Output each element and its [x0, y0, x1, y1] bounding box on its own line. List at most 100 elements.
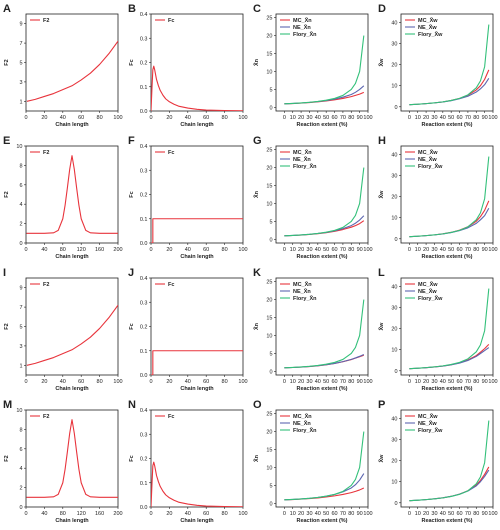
plot-frame	[25, 145, 119, 244]
x-tick-label: 30	[306, 115, 312, 121]
plot-frame	[150, 145, 244, 244]
x-tick-label: 70	[465, 247, 471, 253]
y-axis-label: F2	[4, 323, 10, 329]
panel-letter: I	[3, 267, 6, 279]
y-tick-label: 4	[19, 202, 22, 208]
x-tick-label: 80	[222, 247, 228, 253]
y-tick-label: 0.3	[140, 432, 148, 438]
panel-letter: A	[3, 3, 11, 15]
y-tick-label: 10	[391, 348, 397, 354]
x-tick-label: 80	[222, 379, 228, 385]
y-tick-label: 0.4	[140, 12, 148, 18]
x-tick-label: 0	[283, 115, 286, 121]
panel-letter: G	[253, 135, 262, 147]
y-axis-label: F2	[4, 191, 10, 197]
y-tick-label: 0.4	[140, 276, 148, 282]
x-tick-label: 10	[415, 115, 421, 121]
x-tick-label: 100	[363, 115, 372, 121]
y-tick-label: 0	[19, 505, 22, 511]
x-tick-label: 80	[97, 379, 103, 385]
y-tick-label: 40	[391, 152, 397, 158]
x-tick-label: 40	[315, 247, 321, 253]
x-tick-label: 60	[456, 115, 462, 121]
x-tick-label: 160	[95, 511, 104, 517]
x-tick-label: 0	[24, 511, 27, 517]
x-tick-label: 30	[306, 247, 312, 253]
x-tick-label: 0	[24, 115, 27, 121]
legend-label: MC_X̄n	[293, 281, 312, 288]
x-tick-label: 10	[290, 247, 296, 253]
x-tick-label: 60	[78, 379, 84, 385]
x-tick-label: 20	[298, 115, 304, 121]
x-tick-label: 80	[473, 247, 479, 253]
x-tick-label: 30	[306, 511, 312, 517]
x-tick-label: 20	[423, 511, 429, 517]
x-tick-label: 70	[340, 511, 346, 517]
legend-label: MC_X̄n	[293, 149, 312, 156]
series-line-red	[284, 220, 365, 237]
series-line-green	[284, 299, 365, 369]
plot-frame	[400, 13, 494, 112]
x-tick-label: 10	[290, 115, 296, 121]
x-tick-label: 50	[448, 115, 454, 121]
y-tick-label: 0.1	[140, 85, 148, 91]
x-tick-label: 90	[357, 115, 363, 121]
panel-letter: E	[3, 135, 10, 147]
plot-frame	[400, 409, 494, 508]
x-tick-label: 0	[283, 511, 286, 517]
y-tick-label: 10	[391, 480, 397, 486]
y-tick-label: 10	[266, 201, 272, 207]
x-tick-label: 20	[166, 247, 172, 253]
x-tick-label: 0	[408, 115, 411, 121]
y-tick-label: 0.1	[140, 217, 148, 223]
x-tick-label: 50	[448, 247, 454, 253]
x-tick-label: 0	[149, 247, 152, 253]
x-tick-label: 80	[348, 379, 354, 385]
plot-frame	[25, 409, 119, 508]
y-tick-label: 0.2	[140, 325, 148, 331]
y-axis-label: X̄w	[378, 454, 385, 463]
y-tick-label: 6	[19, 183, 22, 189]
legend-label: NE_X̄n	[293, 288, 311, 295]
x-tick-label: 40	[440, 247, 446, 253]
y-axis-label: X̄w	[378, 322, 385, 331]
y-tick-label: 30	[391, 306, 397, 312]
y-tick-label: 10	[391, 216, 397, 222]
x-tick-label: 90	[482, 115, 488, 121]
panel-letter: N	[128, 399, 136, 411]
x-tick-label: 0	[24, 379, 27, 385]
panel-i: I 0 20 40 60 80 100 1 3 5 7 9 Chain length F2 F2	[3, 267, 123, 392]
series-line-red	[151, 218, 243, 243]
y-tick-label: 0.4	[140, 408, 148, 414]
panel-l: L0 10 20 30 40 50 60 70 80 90 100010203040Reaction…	[378, 267, 498, 392]
panel-letter: F	[128, 135, 135, 147]
series-line-red	[26, 419, 118, 498]
x-axis-label: Reaction extent (%)	[296, 254, 347, 260]
y-tick-label: 20	[266, 298, 272, 304]
x-tick-label: 60	[203, 115, 209, 121]
y-tick-label: 7	[19, 41, 22, 47]
panel-n: N 0 20 40 60 80 100 0.0 0.1 0.2 0.3 0.4 Chain length…	[128, 399, 248, 524]
x-tick-label: 40	[315, 379, 321, 385]
y-tick-label: 0	[19, 241, 22, 247]
x-axis-label: Chain length	[55, 518, 89, 524]
panel-o: O0 10 20 30 40 50 60 70 80 90 1000510152025Reactio…	[253, 399, 373, 524]
x-tick-label: 100	[488, 379, 497, 385]
x-tick-label: 20	[298, 247, 304, 253]
x-tick-label: 30	[431, 379, 437, 385]
series-line-red	[284, 354, 364, 369]
x-tick-label: 20	[166, 115, 172, 121]
x-tick-label: 100	[363, 379, 372, 385]
series-line-red	[151, 350, 243, 375]
x-tick-label: 10	[415, 247, 421, 253]
x-tick-label: 160	[95, 247, 104, 253]
y-tick-label: 20	[391, 459, 397, 465]
panel-letter: P	[378, 399, 385, 411]
x-tick-label: 30	[431, 247, 437, 253]
panel-letter: J	[128, 267, 134, 279]
x-tick-label: 70	[340, 379, 346, 385]
legend-label: Fc	[168, 150, 174, 156]
panel-j: J 0 20 40 60 80 100 0.0 0.1 0.2 0.3 0.4 Chain length…	[128, 267, 248, 392]
x-tick-label: 60	[203, 511, 209, 517]
y-tick-label: 2	[19, 486, 22, 492]
